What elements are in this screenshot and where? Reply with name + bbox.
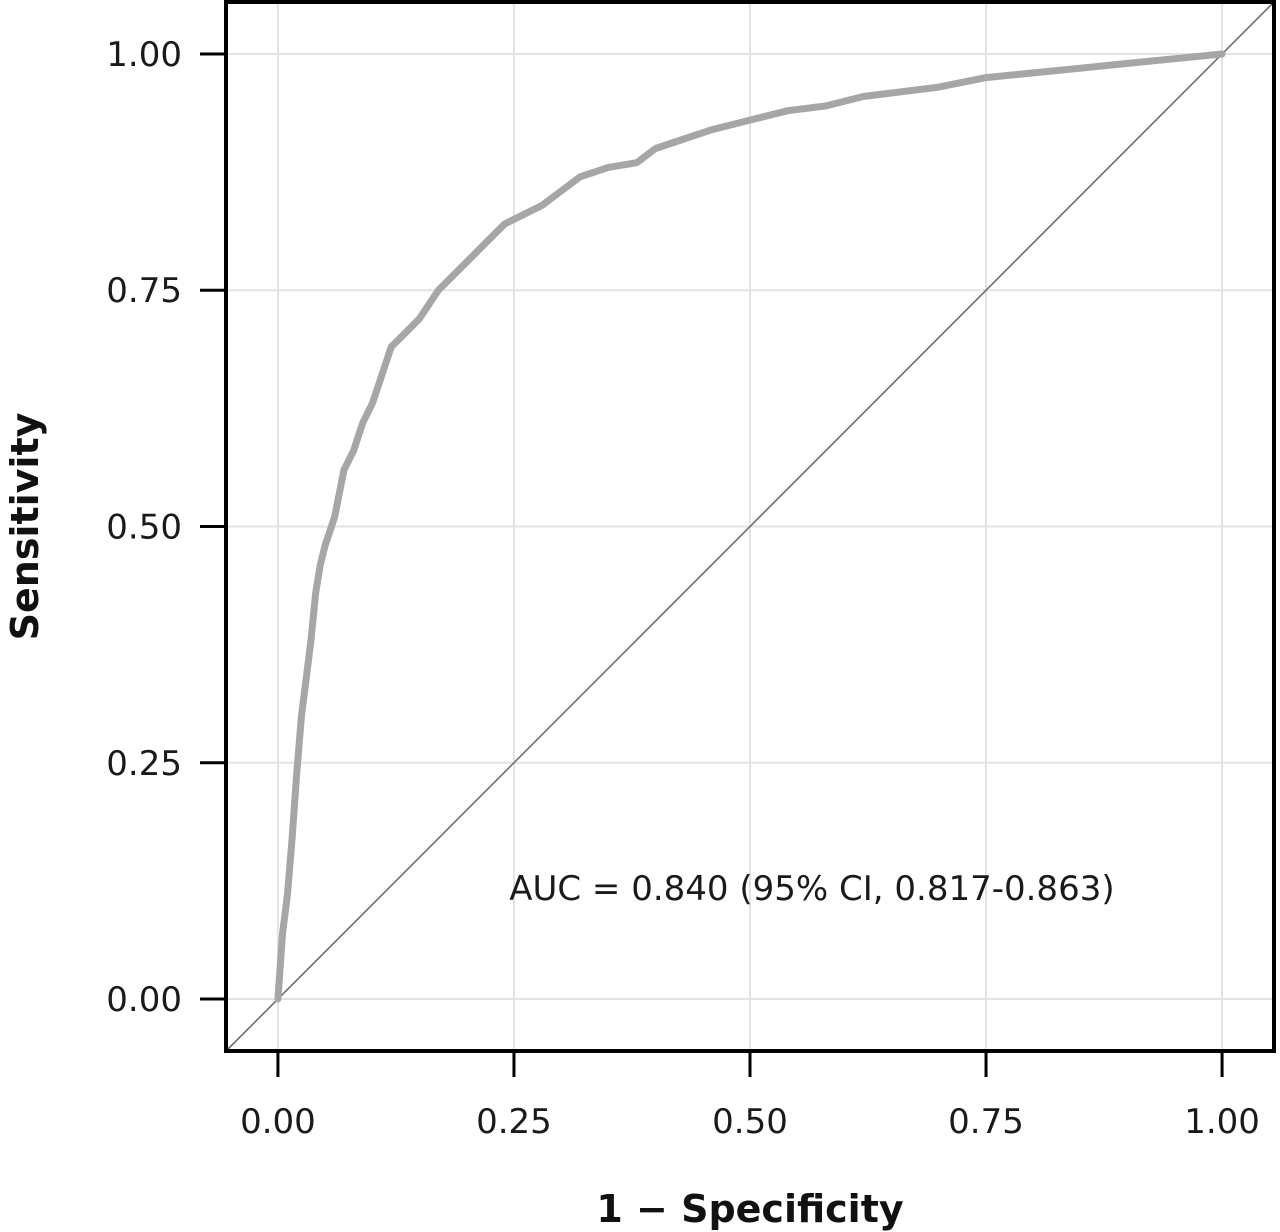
x-tick-label-1: 0.25 (476, 1102, 552, 1142)
auc-annotation: AUC = 0.840 (95% CI, 0.817-0.863) (509, 869, 1114, 909)
x-axis-title: 1 − Specificity (596, 1187, 904, 1231)
y-tick-label-4: 1.00 (106, 35, 182, 75)
y-axis-title: Sensitivity (3, 412, 47, 640)
y-tick-label-3: 0.75 (106, 271, 182, 311)
grid-lines (226, 2, 1274, 1051)
y-tick-label-1: 0.25 (106, 744, 182, 784)
axis-ticks: 0.00 0.25 0.50 0.75 1.00 0.00 0.25 0.50 0.75 1.00 (106, 35, 1260, 1142)
x-tick-label-3: 0.75 (948, 1102, 1024, 1142)
roc-curve-line (274, 50, 1226, 1003)
plot-data (225, 1, 1275, 1052)
x-tick-label-4: 1.00 (1184, 1102, 1260, 1142)
x-tick-label-2: 0.50 (712, 1102, 788, 1142)
y-tick-label-2: 0.50 (106, 508, 182, 548)
reference-diagonal-line (225, 1, 1275, 1052)
x-tick-label-0: 0.00 (240, 1102, 316, 1142)
y-tick-label-0: 0.00 (106, 980, 182, 1020)
